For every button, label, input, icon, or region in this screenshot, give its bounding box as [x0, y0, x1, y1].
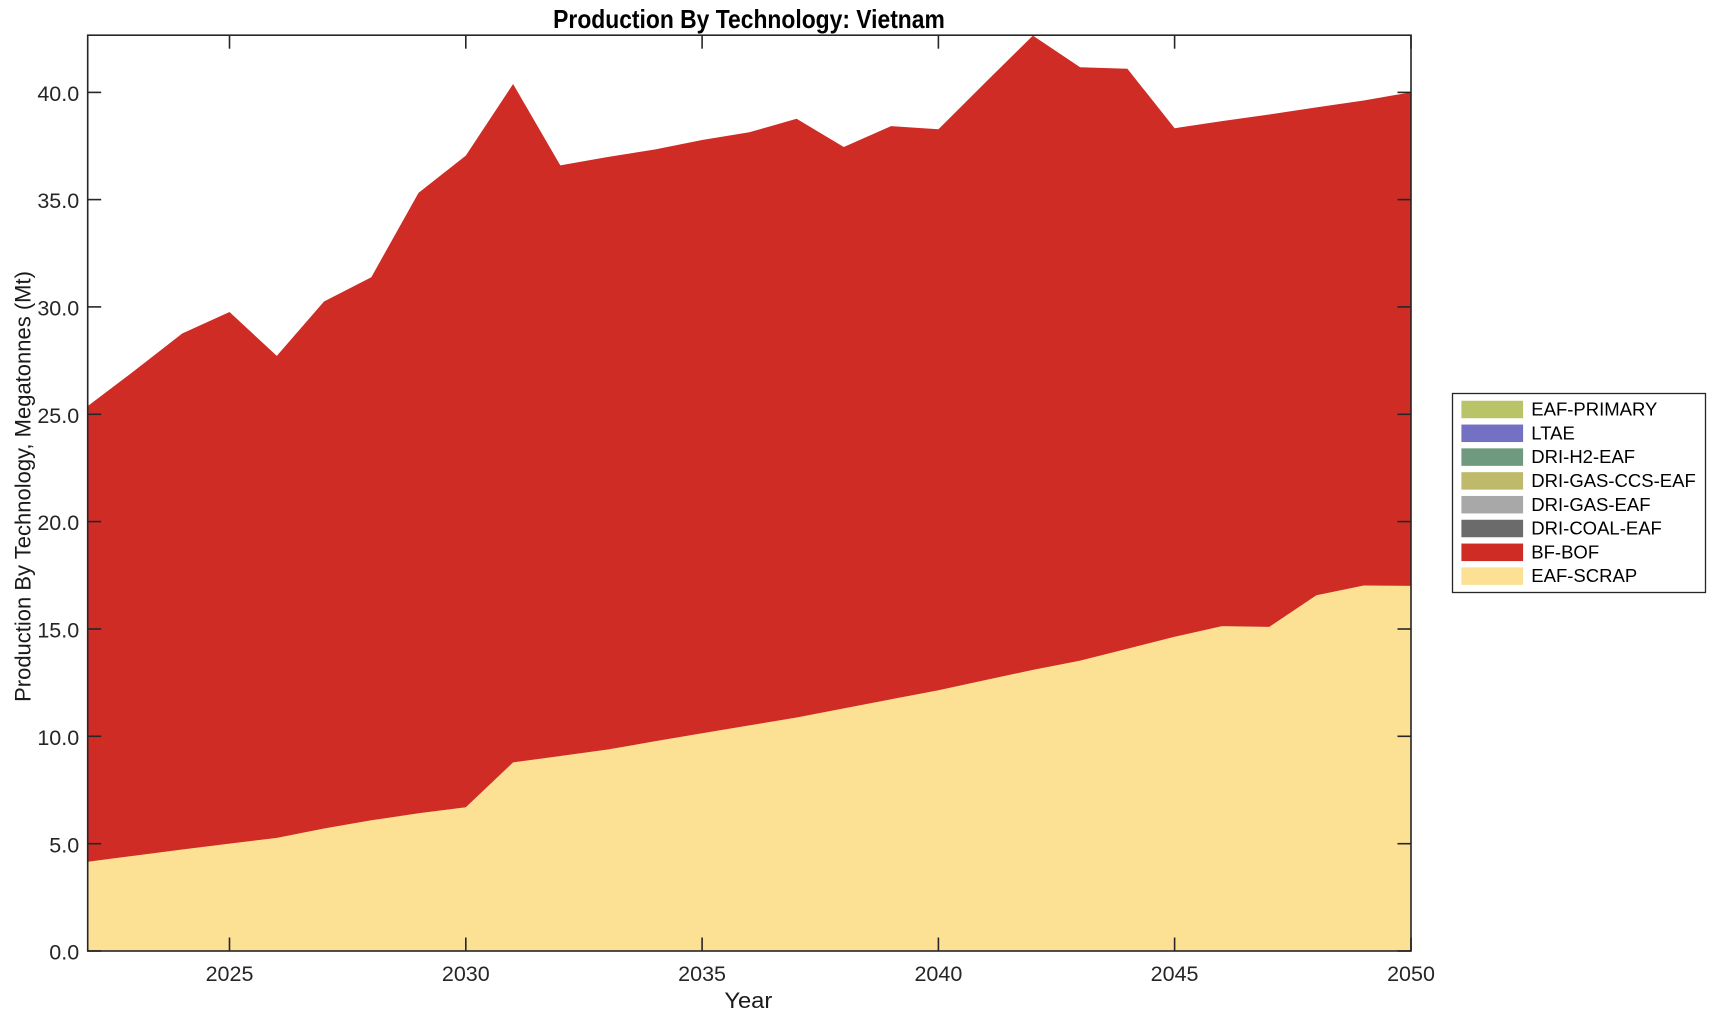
svg-text:DRI-COAL-EAF: DRI-COAL-EAF	[1531, 518, 1662, 539]
svg-text:DRI-H2-EAF: DRI-H2-EAF	[1531, 446, 1635, 467]
svg-text:5.0: 5.0	[49, 833, 79, 857]
svg-text:EAF-PRIMARY: EAF-PRIMARY	[1531, 399, 1657, 420]
svg-text:20.0: 20.0	[37, 511, 79, 535]
svg-text:25.0: 25.0	[37, 404, 79, 428]
svg-text:2050: 2050	[1387, 962, 1435, 986]
svg-text:EAF-SCRAP: EAF-SCRAP	[1531, 565, 1637, 586]
svg-text:DRI-GAS-CCS-EAF: DRI-GAS-CCS-EAF	[1531, 470, 1695, 491]
svg-text:Year: Year	[724, 988, 772, 1013]
svg-text:30.0: 30.0	[37, 297, 79, 321]
svg-text:DRI-GAS-EAF: DRI-GAS-EAF	[1531, 494, 1650, 515]
svg-text:Production By Technology, Mega: Production By Technology, Megatonnes (Mt…	[11, 271, 36, 702]
svg-text:LTAE: LTAE	[1531, 422, 1575, 443]
svg-text:35.0: 35.0	[37, 189, 79, 213]
svg-text:0.0: 0.0	[49, 941, 79, 965]
svg-text:2035: 2035	[678, 962, 726, 986]
svg-text:2040: 2040	[914, 962, 962, 986]
svg-text:40.0: 40.0	[37, 82, 79, 106]
svg-text:BF-BOF: BF-BOF	[1531, 541, 1599, 562]
svg-text:10.0: 10.0	[37, 726, 79, 750]
svg-text:2025: 2025	[206, 962, 254, 986]
svg-text:2030: 2030	[442, 962, 490, 986]
svg-text:Production By Technology: Viet: Production By Technology: Vietnam	[553, 6, 945, 35]
svg-text:2045: 2045	[1151, 962, 1199, 986]
svg-text:15.0: 15.0	[37, 619, 79, 643]
